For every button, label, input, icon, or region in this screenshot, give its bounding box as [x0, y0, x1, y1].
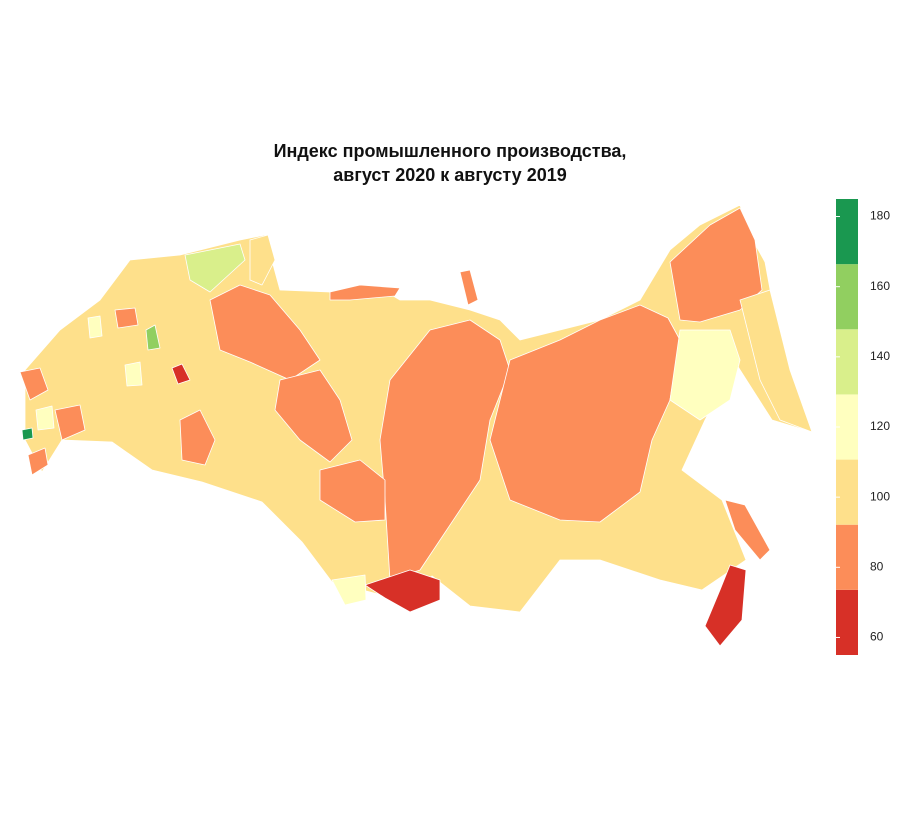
- title-line-1: Индекс промышленного производства,: [274, 141, 627, 161]
- region: [249, 234, 276, 286]
- region: [724, 499, 771, 561]
- region: [179, 409, 216, 466]
- legend-bin: [836, 589, 858, 655]
- map: [19, 204, 813, 647]
- region: [27, 447, 49, 476]
- legend-tick-label: 60: [870, 630, 884, 644]
- region: [319, 459, 386, 523]
- legend-bin: [836, 524, 858, 590]
- legend-tick-label: 80: [870, 559, 884, 573]
- region: [274, 369, 353, 463]
- region: [209, 284, 321, 381]
- region: [364, 569, 441, 613]
- region: [145, 324, 161, 351]
- region: [489, 304, 681, 523]
- region: [459, 269, 479, 306]
- title-line-2: август 2020 к августу 2019: [333, 165, 566, 185]
- region: [704, 564, 747, 647]
- legend-bin: [836, 394, 858, 460]
- region: [739, 289, 813, 433]
- region: [19, 367, 49, 401]
- region: [21, 427, 34, 441]
- region: [184, 243, 246, 293]
- legend-tick-label: 180: [870, 209, 890, 223]
- legend-tick-label: 160: [870, 279, 890, 293]
- legend-tick-label: 140: [870, 349, 890, 363]
- region: [35, 405, 55, 431]
- legend-bin: [836, 329, 858, 395]
- legend-tick-label: 120: [870, 419, 890, 433]
- region: [171, 363, 191, 385]
- region: [669, 207, 763, 323]
- legend-tick-label: 100: [870, 489, 890, 503]
- legend-bin: [836, 459, 858, 525]
- region: [329, 284, 401, 301]
- region: [331, 574, 367, 606]
- region: [114, 307, 139, 329]
- region: [669, 329, 741, 421]
- region: [87, 315, 103, 339]
- region: [54, 404, 86, 441]
- legend-bin: [836, 199, 858, 265]
- legend-bin: [836, 264, 858, 330]
- legend: 60 80 100 120 140 160 180: [836, 199, 890, 655]
- region: [124, 361, 143, 387]
